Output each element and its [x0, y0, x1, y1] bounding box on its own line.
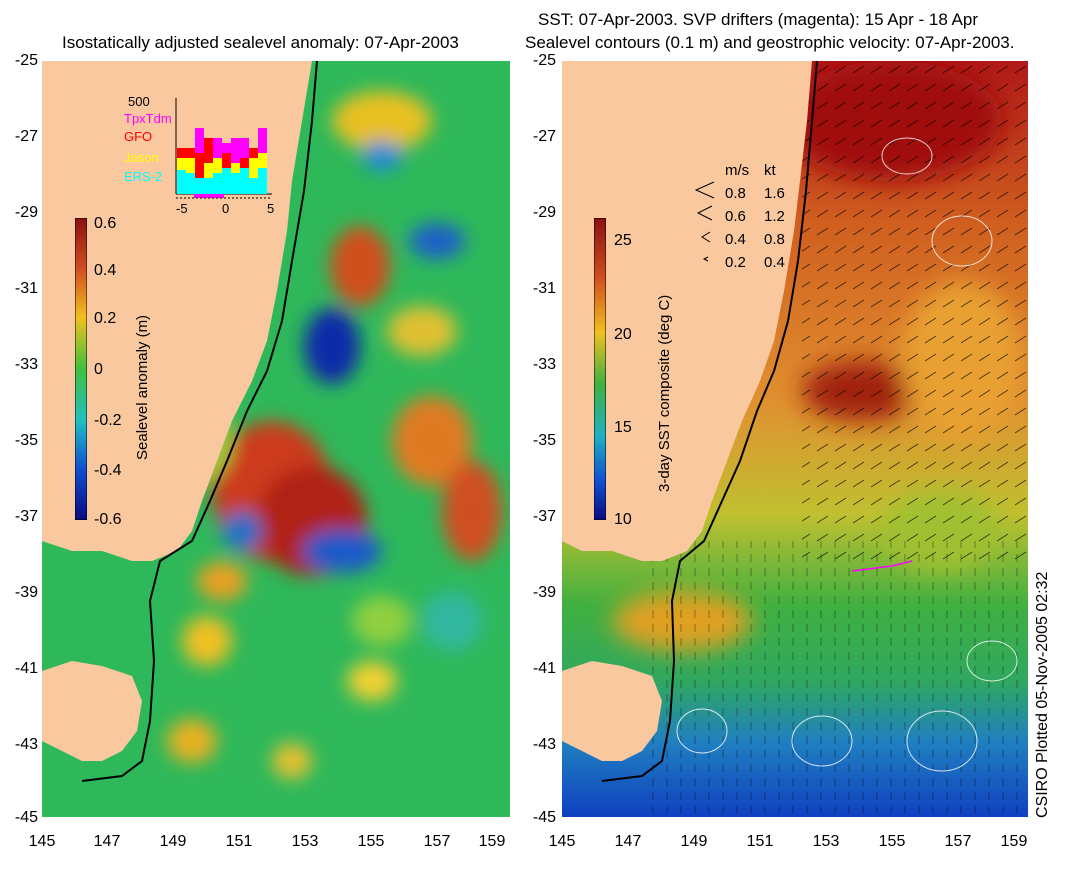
- legend-kt: 0.4: [764, 254, 785, 271]
- lat-tick: -35: [532, 432, 556, 449]
- sla-cb-tick: -0.2: [94, 412, 122, 429]
- sat-label: GFO: [124, 129, 153, 144]
- lon-tick: 149: [680, 833, 708, 850]
- shelf-contour: [81, 61, 318, 782]
- lat-tick: -45: [14, 809, 38, 826]
- lon-tick: 147: [614, 833, 642, 850]
- satellite-inset-histogram: [175, 98, 272, 199]
- legend-kt: 0.8: [764, 231, 785, 248]
- right-map-title-line2: Sealevel contours (0.1 m) and geostrophi…: [525, 33, 1015, 52]
- lat-tick: -29: [14, 204, 38, 221]
- lon-tick: 151: [746, 833, 774, 850]
- lon-tick: 157: [944, 833, 972, 850]
- lat-tick: -25: [532, 52, 556, 69]
- lon-tick: 159: [1000, 833, 1028, 850]
- lon-tick: 145: [28, 833, 56, 850]
- legend-ms: 0.8: [725, 185, 746, 202]
- lat-tick: -43: [532, 736, 556, 753]
- sla-cb-tick: 0.6: [94, 215, 117, 232]
- left-map-title: Isostatically adjusted sealevel anomaly:…: [62, 33, 459, 52]
- velocity-arrow-icons: [694, 181, 715, 262]
- sst-cb-tick: 15: [614, 419, 632, 436]
- lat-tick: -37: [532, 508, 556, 525]
- lon-tick: 151: [225, 833, 253, 850]
- legend-header-ms: m/s: [725, 162, 750, 179]
- lat-tick: -41: [532, 660, 556, 677]
- inset-xtick: 0: [222, 201, 230, 216]
- lat-tick: -39: [532, 584, 556, 601]
- lon-tick: 145: [548, 833, 576, 850]
- inset-ymax: 500: [128, 94, 150, 109]
- legend-header-kt: kt: [764, 162, 776, 179]
- lat-tick: -43: [14, 736, 38, 753]
- legend-ms: 0.4: [725, 231, 746, 248]
- lat-tick: -39: [14, 584, 38, 601]
- inset-xtick: -5: [176, 201, 188, 216]
- sealevel-anomaly-map: [42, 61, 510, 817]
- sst-velocity-map: [562, 61, 1028, 817]
- shelf-contour: [601, 61, 818, 782]
- lat-tick: -31: [532, 280, 556, 297]
- right-map-title-line1: SST: 07-Apr-2003. SVP drifters (magenta)…: [538, 10, 979, 29]
- sla-cb-tick: 0: [94, 361, 103, 378]
- sla-cb-tick: 0.4: [94, 262, 117, 279]
- lat-tick: -25: [14, 52, 38, 69]
- plot-credit-label: CSIRO Plotted 05-Nov-2005 02:32: [1034, 571, 1051, 818]
- lon-tick: 155: [357, 833, 385, 850]
- lat-tick: -35: [14, 432, 38, 449]
- legend-kt: 1.2: [764, 208, 785, 225]
- tasmania-land: [42, 661, 142, 761]
- lat-tick: -31: [14, 280, 38, 297]
- lat-tick: -27: [532, 128, 556, 145]
- sat-label: TpxTdm: [124, 111, 172, 126]
- tasmania-land: [562, 661, 662, 761]
- lat-tick: -45: [532, 809, 556, 826]
- lat-tick: -27: [14, 128, 38, 145]
- legend-ms: 0.6: [725, 208, 746, 225]
- lon-tick: 157: [423, 833, 451, 850]
- lon-tick: 159: [478, 833, 506, 850]
- sst-cb-tick: 25: [614, 232, 632, 249]
- sst-colorbar: [594, 218, 606, 520]
- sla-colorbar-label: Sealevel anomaly (m): [134, 314, 151, 460]
- sla-cb-tick: -0.4: [94, 462, 122, 479]
- lon-tick: 149: [159, 833, 187, 850]
- sla-cb-tick: 0.2: [94, 310, 117, 327]
- lon-tick: 147: [93, 833, 121, 850]
- inset-xtick: 5: [267, 201, 275, 216]
- sat-label: ERS-2: [124, 169, 163, 184]
- lon-tick: 155: [878, 833, 906, 850]
- lon-tick: 153: [812, 833, 840, 850]
- lon-tick: 153: [291, 833, 319, 850]
- lat-tick: -29: [532, 204, 556, 221]
- sst-cb-tick: 10: [614, 511, 632, 528]
- svp-drifter-track: [851, 560, 913, 572]
- lat-tick: -41: [14, 660, 38, 677]
- sla-colorbar: [75, 218, 87, 520]
- lat-tick: -33: [532, 356, 556, 373]
- lat-tick: -37: [14, 508, 38, 525]
- legend-ms: 0.2: [725, 254, 746, 271]
- lat-tick: -33: [14, 356, 38, 373]
- mainland-land: [562, 61, 812, 561]
- sat-label: Jason: [124, 150, 159, 165]
- sla-cb-tick: -0.6: [94, 511, 122, 528]
- legend-kt: 1.6: [764, 185, 785, 202]
- sst-colorbar-label: 3-day SST composite (deg C): [656, 294, 673, 492]
- sst-cb-tick: 20: [614, 326, 632, 343]
